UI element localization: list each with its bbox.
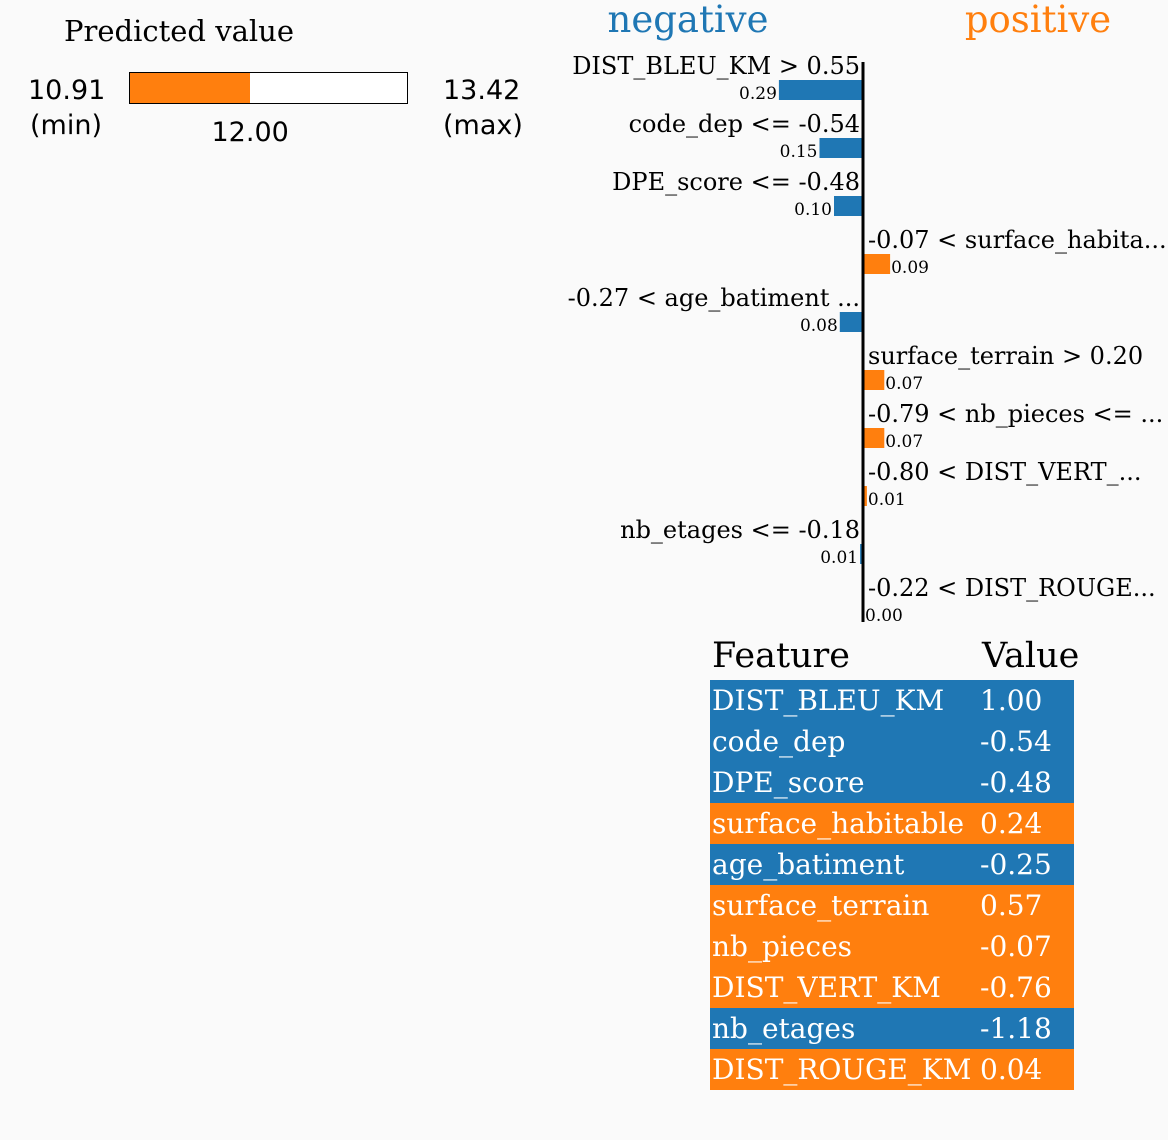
contribution-bar (864, 428, 885, 448)
table-cell-feature: DPE_score (712, 766, 865, 799)
value-label: 0.15 (780, 142, 818, 162)
feature-label: -0.27 < age_batiment ... (568, 284, 860, 312)
feature-label: surface_terrain > 0.20 (868, 342, 1143, 370)
table-cell-value: 1.00 (980, 684, 1043, 717)
table-row: DIST_BLEU_KM 1.00 (710, 680, 1074, 721)
table-cell-value: -0.76 (980, 971, 1052, 1004)
value-label: 0.07 (885, 374, 923, 394)
table-cell-feature: DIST_ROUGE_KM (712, 1053, 972, 1086)
feature-label: code_dep <= -0.54 (629, 110, 860, 138)
table-cell-feature: age_batiment (712, 848, 905, 881)
table-cell-value: -0.07 (980, 930, 1052, 963)
table-cell-feature: DIST_VERT_KM (712, 971, 941, 1004)
value-label: 0.00 (865, 606, 903, 626)
feature-label: -0.80 < DIST_VERT_... (868, 458, 1141, 486)
value-label: 0.10 (794, 200, 832, 220)
table-cell-value: -1.18 (980, 1012, 1052, 1045)
value-label: 0.29 (739, 84, 777, 104)
predicted-value-bar (129, 72, 408, 104)
table-cell-feature: surface_habitable (712, 807, 965, 840)
table-cell-value: 0.04 (980, 1053, 1043, 1086)
contribution-bar (839, 312, 863, 332)
value-label: 0.01 (868, 490, 906, 510)
predicted-max-value: 13.42 (443, 75, 521, 106)
contribution-bar (864, 486, 867, 506)
value-label: 0.09 (891, 258, 929, 278)
predicted-max-label: (max) (443, 110, 523, 141)
table-cell-feature: surface_terrain (712, 889, 930, 922)
table-row: surface_habitable 0.24 (710, 803, 1074, 844)
predicted-value-fill (130, 73, 251, 103)
feature-label: -0.07 < surface_habita... (868, 226, 1167, 254)
feature-value-table: Feature Value DIST_BLEU_KM 1.00 code_dep -0… (710, 636, 1079, 1090)
table-cell-value: -0.25 (980, 848, 1052, 881)
feature-label: nb_etages <= -0.18 (620, 516, 860, 544)
value-label: 0.01 (820, 548, 858, 568)
predicted-min-value: 10.91 (28, 75, 106, 106)
negative-label: negative (608, 0, 769, 41)
positive-label: positive (965, 0, 1111, 41)
table-row: code_dep -0.54 (710, 721, 1074, 762)
table-cell-feature: nb_etages (712, 1012, 856, 1045)
table-row: nb_etages -1.18 (710, 1008, 1074, 1049)
table-cell-feature: DIST_BLEU_KM (712, 684, 945, 717)
feature-label: DPE_score <= -0.48 (612, 168, 860, 196)
table-cell-feature: nb_pieces (712, 930, 853, 963)
value-label: 0.07 (885, 432, 923, 452)
predicted-value-number: 12.00 (211, 117, 289, 148)
table-header-value: Value (982, 636, 1080, 676)
table-header-feature: Feature (712, 636, 851, 676)
table-row: DPE_score -0.48 (710, 762, 1074, 803)
table-body: DIST_BLEU_KM 1.00 code_dep -0.54 DPE_score -0… (710, 680, 1074, 1090)
feature-label: -0.22 < DIST_ROUGE... (868, 574, 1156, 602)
table-cell-value: 0.24 (980, 807, 1043, 840)
feature-label: -0.79 < nb_pieces <= ... (868, 400, 1163, 428)
table-header: Feature Value (710, 636, 1079, 680)
contribution-bar (864, 254, 891, 274)
feature-label: DIST_BLEU_KM > 0.55 (572, 52, 860, 80)
predicted-min-label: (min) (30, 110, 102, 141)
table-row: DIST_ROUGE_KM 0.04 (710, 1049, 1074, 1090)
value-label: 0.08 (800, 316, 838, 336)
table-cell-value: -0.48 (980, 766, 1052, 799)
contribution-bar (864, 370, 885, 390)
contribution-bar (778, 80, 863, 100)
table-row: age_batiment -0.25 (710, 844, 1074, 885)
contribution-chart: negative positive DIST_BLEU_KM > 0.55 0.2… (568, 0, 1167, 626)
table-cell-feature: code_dep (712, 725, 846, 758)
contribution-bar (834, 196, 863, 216)
table-row: DIST_VERT_KM -0.76 (710, 967, 1074, 1008)
table-row: surface_terrain 0.57 (710, 885, 1074, 926)
predicted-value-title: Predicted value (64, 14, 295, 48)
contribution-bar (819, 138, 863, 158)
table-cell-value: -0.54 (980, 725, 1052, 758)
table-row: nb_pieces -0.07 (710, 926, 1074, 967)
table-cell-value: 0.57 (980, 889, 1043, 922)
